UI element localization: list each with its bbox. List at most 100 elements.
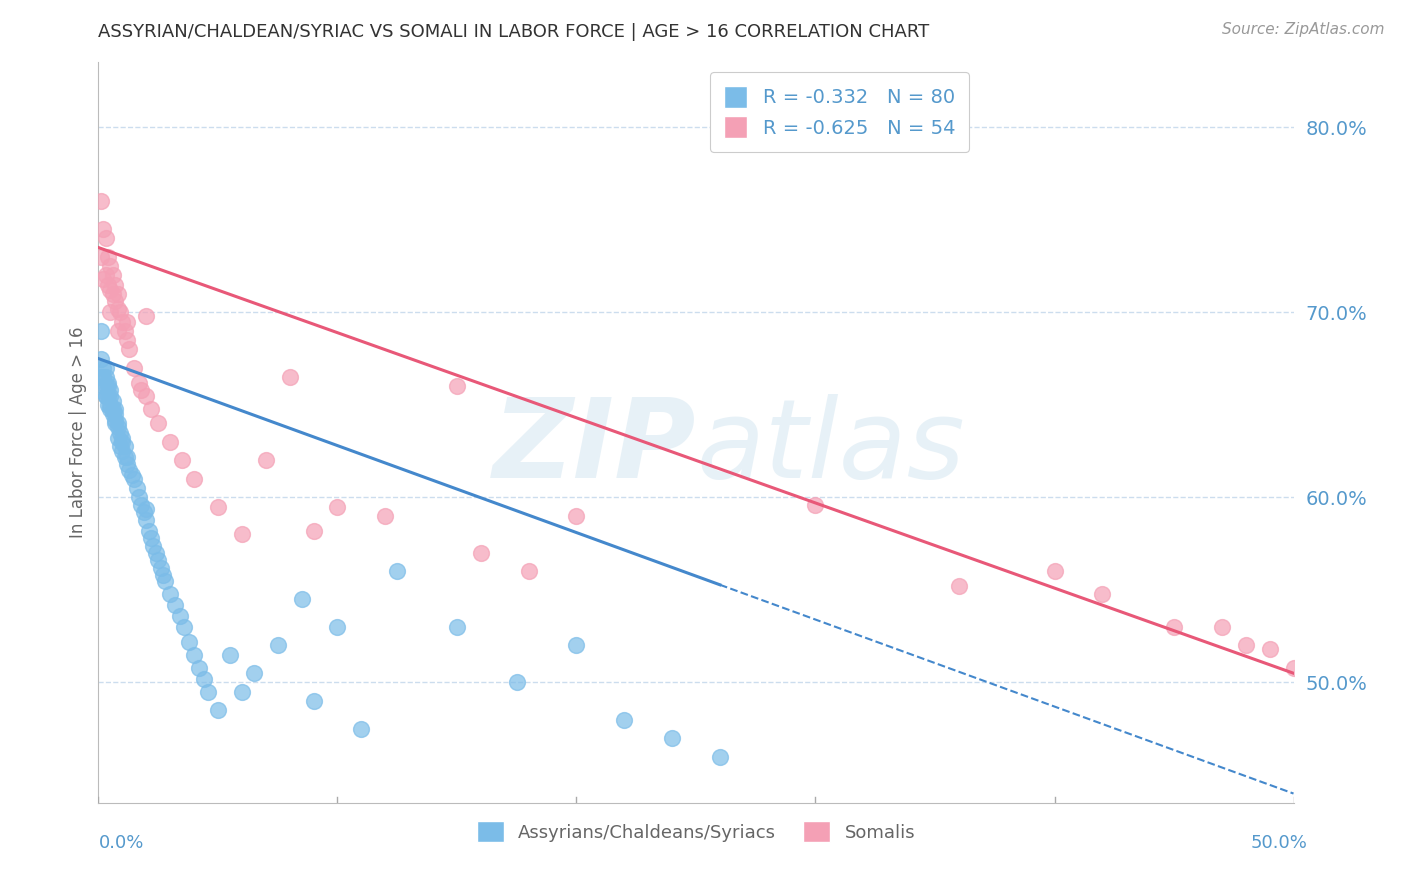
Point xyxy=(98,259,122,273)
Point xyxy=(1043,565,1066,579)
Point xyxy=(107,286,129,301)
Point xyxy=(163,598,186,612)
Point xyxy=(107,417,129,431)
Point xyxy=(804,498,827,512)
Point xyxy=(115,315,138,329)
Point xyxy=(94,388,117,402)
Point xyxy=(302,524,325,538)
Point xyxy=(1163,620,1185,634)
Point xyxy=(446,620,468,634)
Point xyxy=(104,407,127,421)
Text: atlas: atlas xyxy=(696,394,965,501)
Point xyxy=(97,277,120,292)
Point xyxy=(94,370,117,384)
Point xyxy=(124,360,146,375)
Point xyxy=(131,383,153,397)
Point xyxy=(107,431,129,445)
Point xyxy=(207,703,229,717)
Point xyxy=(104,401,127,416)
Point xyxy=(159,587,181,601)
Point xyxy=(104,417,127,431)
Text: ZIP: ZIP xyxy=(492,394,696,501)
Point xyxy=(948,579,970,593)
Point xyxy=(101,407,124,421)
Point xyxy=(121,468,143,483)
Point xyxy=(94,268,117,283)
Point xyxy=(125,481,148,495)
Point xyxy=(709,749,731,764)
Text: Source: ZipAtlas.com: Source: ZipAtlas.com xyxy=(1222,22,1385,37)
Point xyxy=(107,301,129,316)
Point xyxy=(152,568,174,582)
Point xyxy=(115,450,138,464)
Point xyxy=(1234,639,1257,653)
Point xyxy=(138,524,160,538)
Point xyxy=(139,401,162,416)
Point xyxy=(470,546,492,560)
Point xyxy=(90,351,112,366)
Point xyxy=(111,315,134,329)
Point xyxy=(108,425,131,440)
Point xyxy=(506,675,529,690)
Point xyxy=(148,553,170,567)
Point xyxy=(111,431,134,445)
Point xyxy=(326,500,349,514)
Point xyxy=(350,722,373,736)
Point xyxy=(98,383,122,397)
Point xyxy=(661,731,683,745)
Point xyxy=(613,713,636,727)
Point xyxy=(94,360,117,375)
Point xyxy=(98,398,122,412)
Point xyxy=(94,379,117,393)
Point xyxy=(97,250,120,264)
Point xyxy=(90,250,112,264)
Point xyxy=(108,439,131,453)
Point xyxy=(169,608,191,623)
Point xyxy=(135,513,157,527)
Point xyxy=(179,634,201,648)
Point xyxy=(173,620,195,634)
Point xyxy=(172,453,194,467)
Point xyxy=(94,388,117,402)
Point xyxy=(118,343,141,357)
Point xyxy=(135,388,157,402)
Point xyxy=(374,508,396,523)
Point xyxy=(517,565,540,579)
Point xyxy=(187,661,209,675)
Point xyxy=(135,309,157,323)
Point xyxy=(385,565,409,579)
Point xyxy=(97,398,120,412)
Point xyxy=(97,376,120,390)
Point xyxy=(111,444,134,458)
Point xyxy=(183,472,205,486)
Point xyxy=(267,639,290,653)
Point xyxy=(98,388,122,402)
Point xyxy=(243,666,266,681)
Point xyxy=(565,639,588,653)
Point xyxy=(114,439,136,453)
Point xyxy=(155,574,177,588)
Point xyxy=(90,324,112,338)
Point xyxy=(142,539,165,553)
Point xyxy=(107,420,129,434)
Point xyxy=(128,376,150,390)
Point xyxy=(98,283,122,297)
Point xyxy=(101,401,124,416)
Point xyxy=(101,286,124,301)
Y-axis label: In Labor Force | Age > 16: In Labor Force | Age > 16 xyxy=(69,326,87,539)
Point xyxy=(128,491,150,505)
Point xyxy=(98,305,122,319)
Point xyxy=(1282,661,1305,675)
Text: 0.0%: 0.0% xyxy=(98,834,143,852)
Point xyxy=(91,379,114,393)
Point xyxy=(111,434,134,449)
Point xyxy=(97,379,120,393)
Point xyxy=(139,531,162,545)
Point xyxy=(1091,587,1114,601)
Point xyxy=(114,450,136,464)
Point xyxy=(326,620,349,634)
Point xyxy=(101,268,124,283)
Point xyxy=(90,194,112,209)
Point xyxy=(278,370,301,384)
Point xyxy=(219,648,242,662)
